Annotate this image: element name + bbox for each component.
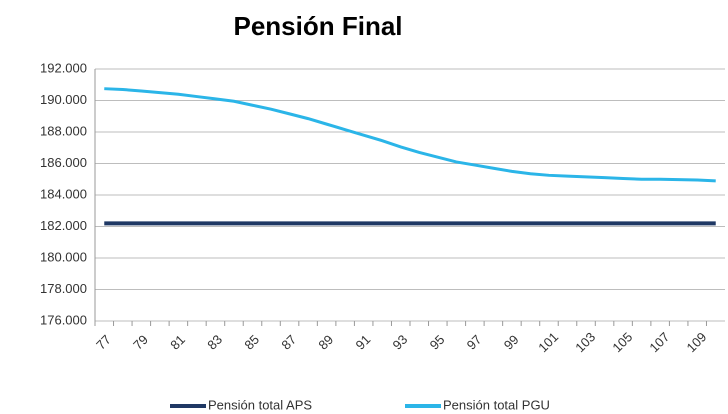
x-tick-label: 99 bbox=[501, 332, 522, 353]
y-tick-label: 182.000 bbox=[40, 218, 87, 233]
y-tick-label: 178.000 bbox=[40, 281, 87, 296]
x-tick-label: 97 bbox=[464, 332, 485, 353]
x-tick-label: 83 bbox=[204, 332, 225, 353]
x-tick-label: 109 bbox=[683, 329, 709, 355]
y-tick-label: 190.000 bbox=[40, 92, 87, 107]
x-tick-label: 89 bbox=[315, 332, 336, 353]
y-tick-label: 180.000 bbox=[40, 249, 87, 264]
x-tick-label: 103 bbox=[572, 329, 598, 355]
x-tick-label: 79 bbox=[130, 332, 151, 353]
x-tick-label: 105 bbox=[609, 329, 635, 355]
y-tick-label: 186.000 bbox=[40, 155, 87, 170]
x-tick-label: 85 bbox=[241, 332, 262, 353]
chart-title: Pensión Final bbox=[233, 11, 402, 41]
y-tick-label: 192.000 bbox=[40, 60, 87, 75]
legend-label: Pensión total APS bbox=[208, 397, 312, 412]
x-tick-label: 87 bbox=[278, 332, 299, 353]
legend-label: Pensión total PGU bbox=[443, 397, 550, 412]
y-tick-label: 184.000 bbox=[40, 186, 87, 201]
x-tick-label: 107 bbox=[646, 329, 672, 355]
x-tick-label: 101 bbox=[535, 329, 561, 355]
x-tick-label: 77 bbox=[93, 332, 114, 353]
x-tick-label: 93 bbox=[390, 332, 411, 353]
line-series bbox=[104, 87, 716, 183]
x-tick-label: 95 bbox=[427, 332, 448, 353]
x-tick-label: 91 bbox=[353, 332, 374, 353]
y-tick-label: 188.000 bbox=[40, 123, 87, 138]
x-tick-label: 81 bbox=[167, 332, 188, 353]
y-tick-label: 176.000 bbox=[40, 312, 87, 327]
